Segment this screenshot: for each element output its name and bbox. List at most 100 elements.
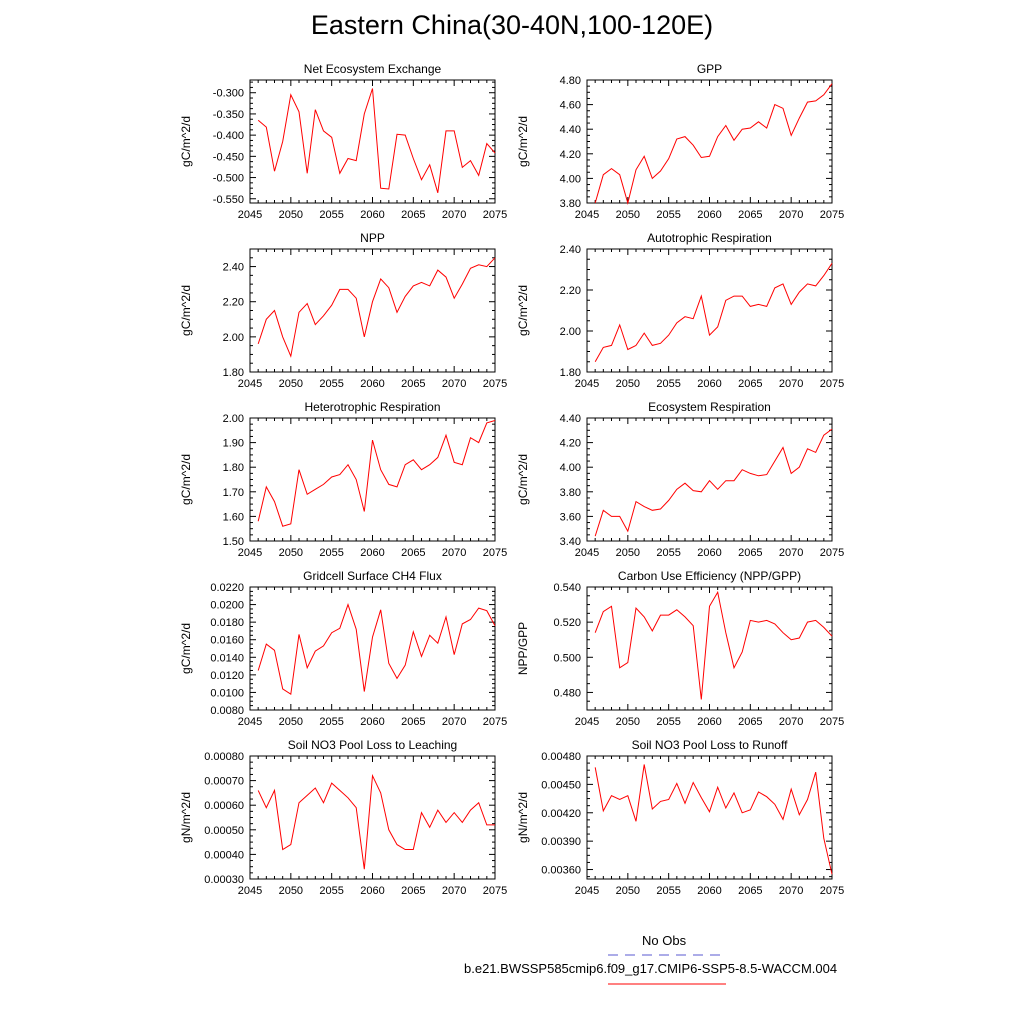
x-tick-label: 2045 <box>238 378 262 390</box>
series-line <box>594 764 833 875</box>
x-tick-label: 2055 <box>656 885 680 897</box>
y-axis-label: gC/m^2/d <box>179 116 193 167</box>
y-tick-label: 0.480 <box>553 687 581 699</box>
x-tick-label: 2075 <box>483 209 507 221</box>
y-tick-label: 4.60 <box>560 100 581 112</box>
y-tick-label: 2.20 <box>560 285 581 297</box>
y-tick-label: 4.00 <box>560 173 581 185</box>
y-tick-label: 0.0140 <box>210 652 244 664</box>
x-tick-label: 2075 <box>820 378 844 390</box>
x-tick-label: 2070 <box>442 885 466 897</box>
y-tick-label: 2.40 <box>560 244 581 256</box>
chart-title: Autotrophic Respiration <box>647 231 772 245</box>
y-tick-label: 0.540 <box>553 582 581 594</box>
y-tick-label: 0.00390 <box>541 836 581 848</box>
chart-panel: 2045 2050 2055 2060 2065 2070 2075 0.0080 0.0100… <box>179 569 507 728</box>
x-tick-label: 2055 <box>319 885 343 897</box>
chart-title: Soil NO3 Pool Loss to Runoff <box>632 738 789 752</box>
chart-panel: 2045 2050 2055 2060 2065 2070 2075 1.50 1.60 1.70… <box>179 400 507 559</box>
y-tick-label: 4.20 <box>560 438 581 450</box>
x-tick-label: 2065 <box>738 885 762 897</box>
y-tick-label: 0.520 <box>553 617 581 629</box>
series-line <box>257 603 496 696</box>
series-line <box>257 420 496 527</box>
y-tick-label: 1.80 <box>560 367 581 379</box>
x-tick-label: 2060 <box>360 716 384 728</box>
y-tick-label: 1.50 <box>223 536 244 548</box>
x-tick-label: 2055 <box>656 209 680 221</box>
y-tick-label: 0.00070 <box>204 776 244 788</box>
x-tick-label: 2060 <box>360 378 384 390</box>
y-tick-label: 3.80 <box>560 487 581 499</box>
series-line <box>257 773 495 870</box>
x-tick-label: 2075 <box>483 378 507 390</box>
y-tick-label: 0.0080 <box>210 705 244 717</box>
y-tick-label: 2.00 <box>223 413 244 425</box>
legend-model-label: b.e21.BWSSP585cmip6.f09_g17.CMIP6-SSP5-8… <box>464 961 838 976</box>
x-tick-label: 2060 <box>697 885 721 897</box>
chart-title: Carbon Use Efficiency (NPP/GPP) <box>618 569 801 583</box>
x-tick-label: 2070 <box>779 547 803 559</box>
y-tick-label: 3.80 <box>560 198 581 210</box>
x-tick-label: 2070 <box>779 885 803 897</box>
series-line <box>257 88 496 193</box>
y-tick-label: 0.0120 <box>210 670 244 682</box>
x-tick-label: 2050 <box>616 885 640 897</box>
x-tick-label: 2045 <box>238 547 262 559</box>
y-tick-label: 0.00360 <box>541 865 581 877</box>
x-tick-label: 2045 <box>575 716 599 728</box>
x-tick-label: 2070 <box>779 716 803 728</box>
x-tick-label: 2070 <box>442 716 466 728</box>
y-tick-label: 1.60 <box>223 511 244 523</box>
x-tick-label: 2055 <box>319 378 343 390</box>
chart-panel: 2045 2050 2055 2060 2065 2070 2075 0.00360 0.003… <box>516 738 844 897</box>
x-tick-label: 2055 <box>656 378 680 390</box>
y-tick-label: 2.00 <box>560 326 581 338</box>
x-tick-label: 2055 <box>656 716 680 728</box>
x-tick-label: 2045 <box>575 885 599 897</box>
x-tick-label: 2060 <box>697 378 721 390</box>
x-tick-label: 2070 <box>779 378 803 390</box>
y-axis-label: gC/m^2/d <box>516 285 530 336</box>
y-tick-label: 4.40 <box>560 413 581 425</box>
y-tick-label: 0.0180 <box>210 617 244 629</box>
x-tick-label: 2045 <box>238 716 262 728</box>
x-tick-label: 2045 <box>238 209 262 221</box>
x-tick-label: 2060 <box>697 209 721 221</box>
x-tick-label: 2065 <box>738 209 762 221</box>
y-tick-label: -0.400 <box>213 130 244 142</box>
series-line <box>594 428 833 537</box>
x-tick-label: 2065 <box>401 716 425 728</box>
y-tick-label: 0.00040 <box>204 849 244 861</box>
plot-frame <box>249 417 496 542</box>
y-tick-label: 0.00050 <box>204 825 244 837</box>
y-tick-label: 0.00450 <box>541 779 581 791</box>
y-tick-label: 0.0100 <box>210 687 244 699</box>
y-tick-label: 2.40 <box>223 262 244 274</box>
page-title: Eastern China(30-40N,100-120E) <box>310 10 714 40</box>
y-tick-label: 0.00080 <box>204 751 244 763</box>
x-tick-label: 2065 <box>738 547 762 559</box>
y-tick-label: 2.20 <box>223 297 244 309</box>
x-tick-label: 2075 <box>483 547 507 559</box>
y-tick-label: 1.80 <box>223 462 244 474</box>
y-axis-label: NPP/GPP <box>516 622 530 675</box>
x-tick-label: 2045 <box>575 547 599 559</box>
series-line <box>257 257 496 358</box>
y-tick-label: 1.80 <box>223 367 244 379</box>
series-line <box>594 83 833 205</box>
y-tick-label: 4.00 <box>560 462 581 474</box>
chart-panel: 2045 2050 2055 2060 2065 2070 2075 0.00030 0.000… <box>179 738 507 897</box>
y-tick-label: -0.300 <box>213 88 244 100</box>
x-tick-label: 2050 <box>616 209 640 221</box>
y-tick-label: 3.60 <box>560 511 581 523</box>
y-tick-label: -0.450 <box>213 151 244 163</box>
plot-frame <box>586 248 833 373</box>
x-tick-label: 2045 <box>575 209 599 221</box>
y-axis-label: gC/m^2/d <box>516 116 530 167</box>
x-tick-label: 2050 <box>279 378 303 390</box>
y-tick-label: 0.00060 <box>204 800 244 812</box>
y-tick-label: 0.0200 <box>210 600 244 612</box>
y-tick-label: -0.550 <box>213 194 244 206</box>
